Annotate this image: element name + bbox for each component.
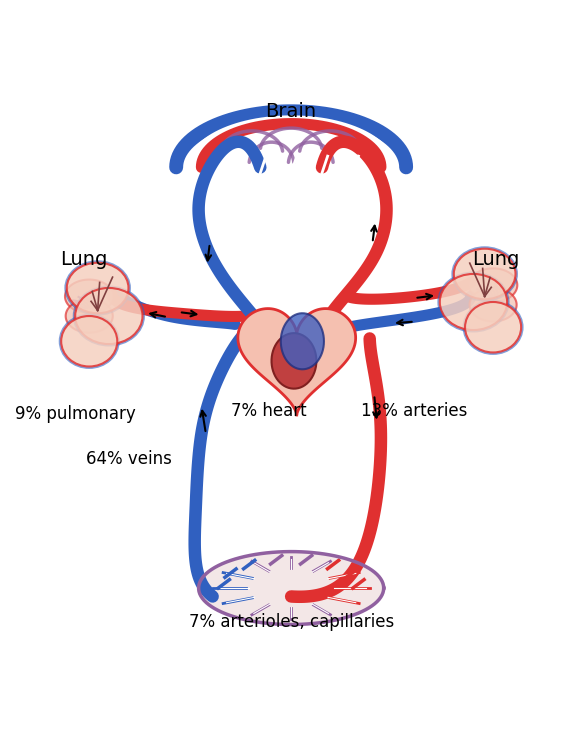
Text: 13% arteries: 13% arteries xyxy=(362,402,468,420)
Polygon shape xyxy=(65,279,113,313)
Ellipse shape xyxy=(454,248,516,299)
Polygon shape xyxy=(281,313,324,369)
Text: 7% arterioles, capillaries: 7% arterioles, capillaries xyxy=(189,613,394,630)
Polygon shape xyxy=(469,268,517,302)
Polygon shape xyxy=(272,333,316,388)
Ellipse shape xyxy=(465,302,521,353)
Text: 64% veins: 64% veins xyxy=(85,450,171,468)
Text: 7% heart: 7% heart xyxy=(231,402,307,420)
Ellipse shape xyxy=(61,316,117,366)
Polygon shape xyxy=(469,288,517,322)
Ellipse shape xyxy=(67,262,128,313)
Polygon shape xyxy=(66,299,113,333)
Text: Lung: Lung xyxy=(472,251,520,270)
Text: Lung: Lung xyxy=(60,251,107,270)
Ellipse shape xyxy=(440,274,507,330)
Ellipse shape xyxy=(75,288,143,344)
Polygon shape xyxy=(199,552,384,625)
Text: 9% pulmonary: 9% pulmonary xyxy=(15,405,136,423)
Polygon shape xyxy=(238,309,356,415)
Text: Brain: Brain xyxy=(266,102,317,121)
